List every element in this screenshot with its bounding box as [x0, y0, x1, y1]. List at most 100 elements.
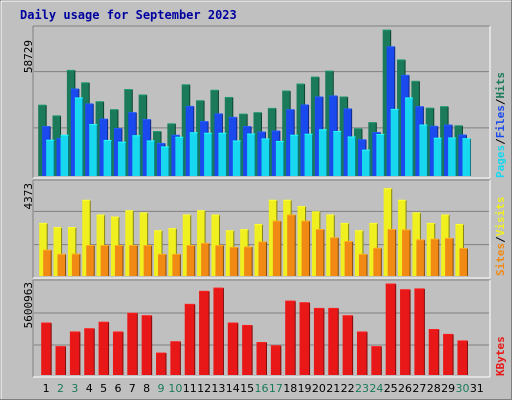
- day-label-23: 23: [354, 382, 369, 395]
- bar-kbytes-day-11: [184, 304, 195, 375]
- bar-sites-day-2: [57, 254, 66, 276]
- bar-kbytes-day-6: [112, 331, 123, 375]
- bar-kbytes-day-7: [127, 313, 138, 375]
- day-label-28: 28: [426, 382, 441, 395]
- bar-pages-day-25: [390, 109, 399, 176]
- bar-pages-day-21: [333, 131, 342, 176]
- bar-sites-day-20: [315, 229, 324, 276]
- bar-sites-day-16: [258, 241, 267, 276]
- bar-pages-day-3: [74, 97, 83, 176]
- bar-pages-day-17: [275, 141, 284, 176]
- bar-pages-day-8: [146, 140, 155, 176]
- legend-kbytes: KBytes: [494, 284, 507, 376]
- day-label-14: 14: [225, 382, 240, 395]
- visits-ymax-label: 4373: [22, 183, 35, 210]
- day-label-20: 20: [311, 382, 326, 395]
- bar-pages-day-16: [261, 138, 270, 176]
- bar-pages-day-4: [89, 124, 98, 176]
- bar-sites-day-11: [186, 245, 195, 276]
- chart-title: Daily usage for September 2023: [20, 8, 237, 22]
- day-label-18: 18: [283, 382, 298, 395]
- bar-pages-day-30: [462, 138, 471, 176]
- bar-pages-day-26: [405, 97, 414, 176]
- legend-pages: Pages: [494, 144, 507, 178]
- legend-kbytes-label: KBytes: [494, 336, 507, 376]
- day-label-9: 9: [157, 382, 165, 395]
- legend-sep: /: [494, 138, 507, 145]
- bar-kbytes-day-21: [328, 308, 339, 375]
- bar-pages-day-13: [218, 133, 227, 176]
- day-label-5: 5: [100, 382, 108, 395]
- bar-pages-day-10: [175, 137, 184, 176]
- bar-visits-day-10: [168, 228, 177, 276]
- bar-sites-day-3: [71, 254, 80, 276]
- bar-kbytes-day-14: [227, 323, 238, 375]
- bar-kbytes-day-20: [313, 308, 324, 375]
- bar-kbytes-day-22: [342, 315, 353, 375]
- bar-pages-day-9: [161, 146, 170, 176]
- day-label-26: 26: [398, 382, 413, 395]
- bar-pages-day-18: [290, 135, 299, 176]
- bar-pages-day-7: [132, 135, 141, 176]
- bar-visits-day-8: [139, 212, 148, 276]
- bar-sites-day-5: [100, 245, 109, 276]
- legend-visits: Visits: [494, 196, 507, 237]
- bar-sites-day-17: [272, 221, 281, 276]
- bar-sites-day-29: [445, 238, 454, 276]
- day-label-11: 11: [182, 382, 197, 395]
- legend-sep: /: [494, 236, 507, 243]
- bar-visits-day-2: [53, 227, 62, 276]
- bar-pages-day-23: [361, 150, 370, 176]
- bar-sites-day-19: [301, 221, 310, 276]
- bar-sites-day-26: [402, 229, 411, 276]
- bar-pages-day-19: [304, 134, 313, 176]
- bar-sites-day-25: [387, 229, 396, 276]
- bar-kbytes-day-18: [285, 301, 296, 375]
- day-label-31: 31: [469, 382, 484, 395]
- day-label-6: 6: [114, 382, 122, 395]
- bar-kbytes-day-17: [270, 345, 281, 375]
- day-label-2: 2: [57, 382, 65, 395]
- kbytes-ymax-label: 5600963: [22, 282, 35, 329]
- bar-pages-day-1: [46, 140, 55, 176]
- legend-hits: Hits: [494, 72, 507, 99]
- bar-visits-day-23: [354, 230, 363, 276]
- legend-files: Files: [494, 105, 507, 139]
- bar-kbytes-day-26: [400, 289, 411, 375]
- bar-pages-day-5: [103, 140, 112, 176]
- bar-kbytes-day-9: [156, 353, 167, 375]
- bar-pages-day-6: [117, 142, 126, 176]
- bar-sites-day-27: [416, 239, 425, 276]
- bar-sites-day-10: [172, 254, 181, 276]
- day-label-25: 25: [383, 382, 398, 395]
- bar-sites-day-7: [129, 245, 138, 276]
- bar-visits-day-9: [154, 230, 163, 276]
- bar-kbytes-day-28: [428, 329, 439, 375]
- bar-pages-day-27: [419, 125, 428, 176]
- bar-sites-day-13: [215, 245, 224, 276]
- bar-sites-day-28: [430, 239, 439, 276]
- bar-pages-day-29: [448, 137, 457, 176]
- day-label-1: 1: [42, 382, 50, 395]
- bar-kbytes-day-5: [98, 322, 109, 375]
- bar-sites-day-23: [358, 254, 367, 276]
- day-label-4: 4: [85, 382, 93, 395]
- bar-sites-day-24: [373, 248, 382, 276]
- hits-ymax-label: 58729: [22, 40, 35, 74]
- bar-sites-day-21: [330, 237, 339, 276]
- legend-hits-files-pages: Pages/Files/Hits: [494, 28, 507, 178]
- day-label-3: 3: [71, 382, 79, 395]
- bar-pages-day-15: [247, 133, 256, 176]
- bar-kbytes-day-24: [371, 346, 382, 375]
- bar-sites-day-22: [344, 241, 353, 276]
- bar-visits-day-7: [125, 210, 134, 276]
- bar-kbytes-day-25: [385, 284, 396, 375]
- bar-kbytes-day-3: [69, 331, 80, 375]
- bar-kbytes-day-19: [299, 302, 310, 375]
- day-label-7: 7: [128, 382, 136, 395]
- day-label-27: 27: [412, 382, 427, 395]
- bar-kbytes-day-1: [41, 323, 52, 375]
- bar-pages-day-11: [189, 132, 198, 176]
